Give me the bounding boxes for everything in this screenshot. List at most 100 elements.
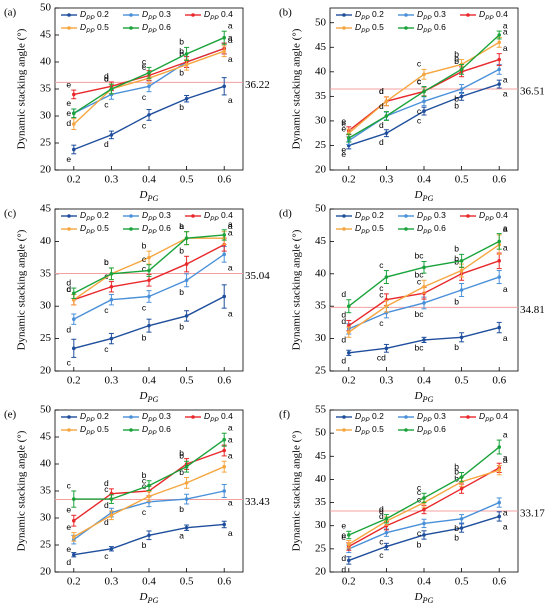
significance-letter: d xyxy=(341,553,346,563)
significance-letter: c xyxy=(417,487,422,497)
point xyxy=(384,516,389,521)
x-axis-label: DPG xyxy=(414,591,434,603)
significance-letter: d xyxy=(66,557,71,567)
legend-marker xyxy=(67,428,71,432)
significance-letter: c xyxy=(104,305,109,315)
significance-letter: b xyxy=(454,54,459,64)
point xyxy=(459,526,464,530)
significance-letter: c xyxy=(417,277,422,287)
significance-letter: e xyxy=(66,108,71,118)
point xyxy=(147,278,151,283)
point xyxy=(459,288,464,292)
x-tick-label: 0.4 xyxy=(417,174,431,186)
x-tick-label: 0.6 xyxy=(492,576,506,588)
legend-label: DPP 0.5 xyxy=(80,22,109,35)
legend-label: DPP 0.6 xyxy=(142,223,171,236)
x-tick-label: 0.4 xyxy=(142,375,156,387)
y-tick-label: 40 xyxy=(40,56,52,68)
significance-letter: c xyxy=(417,115,422,125)
reference-label: 36.22 xyxy=(245,79,270,91)
y-tick-label: 25 xyxy=(40,539,52,551)
point xyxy=(422,496,426,500)
legend-label: DPP 0.3 xyxy=(417,9,446,22)
x-tick-label: 0.3 xyxy=(105,375,119,387)
significance-letter: a xyxy=(228,221,233,231)
point xyxy=(72,497,76,501)
significance-letter: c xyxy=(67,358,72,368)
point xyxy=(384,346,389,351)
legend-label: DPP 0.6 xyxy=(142,424,171,437)
legend-marker xyxy=(129,415,133,419)
legend-label: DPP 0.5 xyxy=(80,424,109,437)
significance-letter: c xyxy=(104,551,109,561)
significance-letter: b xyxy=(417,539,422,549)
significance-letter: a xyxy=(503,27,508,37)
significance-letter: d xyxy=(379,504,384,514)
point xyxy=(459,486,464,491)
legend-label: DPP 0.4 xyxy=(479,210,508,223)
y-axis-label: Dynamic stacking angle (°) xyxy=(16,229,28,350)
significance-letter: b xyxy=(142,332,147,342)
point xyxy=(184,497,189,501)
point xyxy=(497,82,501,86)
y-tick-label: 30 xyxy=(40,300,52,312)
significance-letter: d xyxy=(66,325,71,335)
legend-marker xyxy=(404,214,408,218)
significance-letter: b xyxy=(454,94,459,104)
significance-letter: b xyxy=(454,49,459,59)
significance-letter: b xyxy=(179,49,184,59)
y-tick-label: 25 xyxy=(315,542,327,554)
point xyxy=(184,96,189,101)
legend-label: DPP 0.2 xyxy=(80,9,109,22)
point xyxy=(184,278,189,283)
significance-letter: a xyxy=(503,20,508,30)
significance-letter: cd xyxy=(377,352,386,362)
significance-letter: c xyxy=(104,484,109,494)
x-tick-label: 0.2 xyxy=(342,576,356,588)
significance-letter: e xyxy=(341,521,346,531)
legend-label: DPP 0.3 xyxy=(417,411,446,424)
point xyxy=(147,255,151,260)
point xyxy=(222,448,226,453)
point xyxy=(184,464,189,469)
point xyxy=(109,336,114,341)
significance-letter: d xyxy=(379,86,384,96)
point xyxy=(72,346,76,351)
y-tick-label: 40 xyxy=(315,267,327,279)
y-axis-label: Dynamic stacking angle (°) xyxy=(16,28,28,149)
significance-letter: b xyxy=(142,540,147,550)
significance-letter: d xyxy=(104,478,109,488)
point xyxy=(184,481,189,485)
significance-letter: d xyxy=(341,334,346,344)
significance-letter: b xyxy=(179,321,184,331)
significance-letter: c xyxy=(104,100,109,110)
y-tick-label: 40 xyxy=(40,235,52,247)
significance-letter: a xyxy=(179,531,184,541)
point xyxy=(184,262,189,266)
significance-letter: c xyxy=(142,264,147,274)
point xyxy=(459,259,464,263)
legend-label: DPP 0.6 xyxy=(417,223,446,236)
y-tick-label: 20 xyxy=(315,566,327,578)
significance-letter: c xyxy=(142,92,147,102)
point xyxy=(147,84,151,89)
y-axis-label: Dynamic stacking angle (°) xyxy=(16,430,28,551)
significance-letter: e xyxy=(66,544,71,554)
y-tick-label: 35 xyxy=(315,496,327,508)
x-tick-label: 0.5 xyxy=(180,576,194,588)
point xyxy=(72,535,76,539)
significance-letter: c xyxy=(142,481,147,491)
significance-letter: e xyxy=(341,149,346,159)
x-tick-label: 0.2 xyxy=(342,174,356,186)
legend-marker xyxy=(191,214,195,218)
point xyxy=(222,49,226,53)
significance-letter: c xyxy=(417,106,422,116)
x-tick-label: 0.2 xyxy=(342,375,356,387)
significance-letter: d xyxy=(341,356,346,366)
legend-marker xyxy=(404,227,408,231)
point xyxy=(347,136,351,140)
y-tick-label: 20 xyxy=(40,365,52,377)
significance-letter: d xyxy=(104,73,109,83)
x-tick-label: 0.2 xyxy=(67,375,81,387)
